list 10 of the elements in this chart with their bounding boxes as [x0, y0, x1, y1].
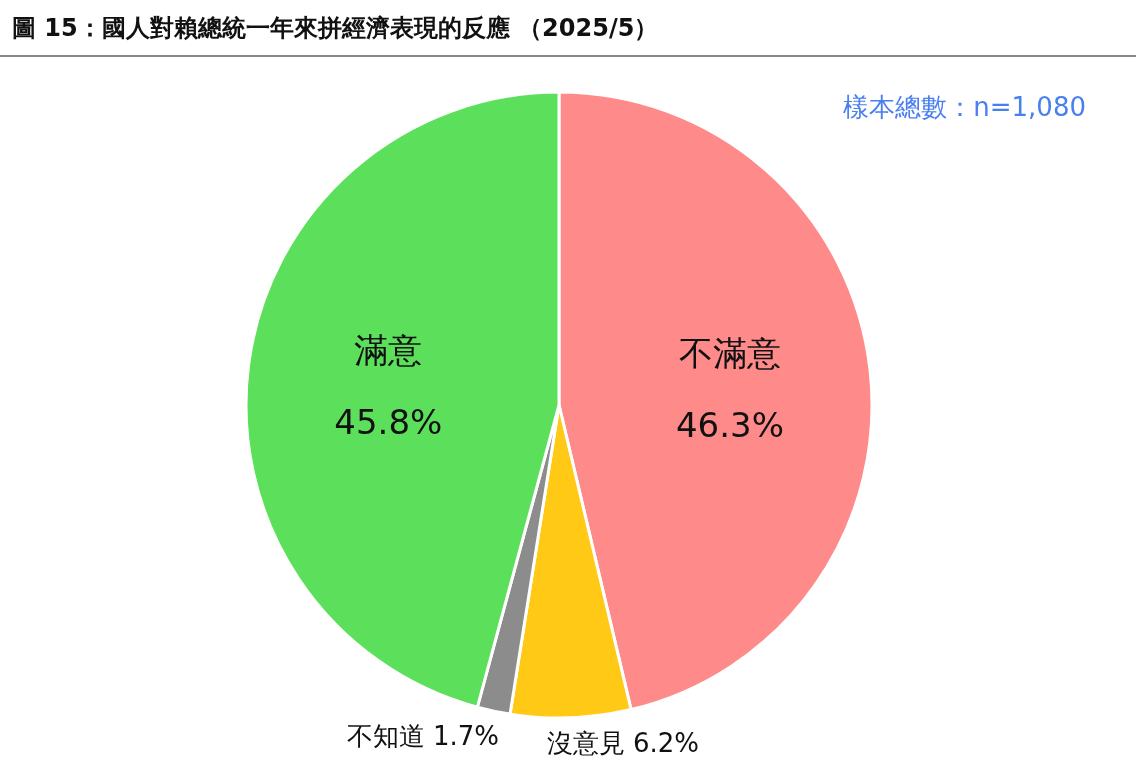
slice-label: 滿意: [354, 330, 423, 371]
chart-title: 圖 15：國人對賴總統一年來拼經濟表現的反應 （2025/5）: [12, 14, 659, 42]
data-label: 1.7%: [432, 720, 500, 751]
data-label: 6.2%: [632, 727, 699, 758]
data-label: 46.3%: [675, 405, 784, 446]
slice-label: 不滿意: [678, 333, 781, 374]
slice-label: 沒意見: [546, 727, 625, 758]
data-label: 45.8%: [334, 402, 443, 443]
text: 樣本總數：n=1,080: [843, 92, 1086, 122]
slice-label: 不知道: [346, 720, 425, 751]
